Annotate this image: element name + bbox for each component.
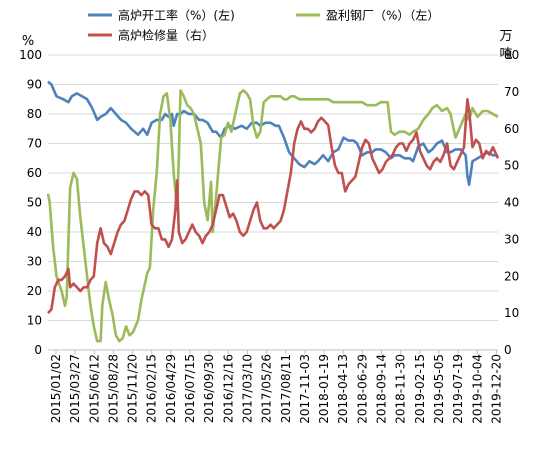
x-tick-label: 2015/08/28	[106, 354, 120, 423]
series-lines	[46, 80, 500, 343]
x-tick-label: 2019-10-04	[470, 354, 484, 424]
series-line-profitable-mills	[46, 89, 499, 343]
y-left-tick-label: 50	[27, 196, 42, 210]
right-axis-unit-line1: 万	[499, 29, 512, 44]
x-tick-label: 2017-11-03	[298, 354, 312, 424]
x-tick-label: 2018-09-14	[375, 354, 389, 424]
y-left-tick-label: 90	[27, 78, 42, 92]
legend: 高炉开工率（%）(左) 盈利钢厂（%）（左） 高炉检修量（右）	[88, 8, 439, 43]
legend-label: 盈利钢厂（%）（左）	[326, 8, 439, 23]
legend-label: 高炉开工率（%）(左)	[118, 8, 235, 23]
x-tick-label: 2018-11-30	[394, 354, 408, 424]
y-right-tick-label: 60	[504, 122, 519, 136]
x-tick-label: 2019-07-19	[451, 354, 465, 424]
y-left-tick-label: 40	[27, 225, 42, 239]
x-tick-label: 2018-06-29	[355, 354, 369, 424]
y-left-tick-label: 10	[27, 314, 42, 328]
x-tick-label: 2015/06/12	[87, 354, 101, 423]
x-tick-label: 2016/04/29	[164, 354, 178, 423]
x-tick-label: 2016/09/30	[202, 354, 216, 423]
x-tick-label: 2019-05-05	[432, 354, 446, 424]
grid-lines	[48, 54, 498, 321]
y-left-tick-label: 100	[19, 48, 42, 62]
right-axis-unit-line2: 吨	[499, 47, 512, 62]
x-tick-label: 2017/08/11	[279, 354, 293, 423]
x-tick-label: 2019-02-15	[413, 354, 427, 424]
x-tick-label: 2018-04-13	[336, 354, 350, 424]
y-left-tick-label: 0	[34, 343, 42, 357]
y-right-tick-label: 10	[504, 306, 519, 320]
x-tick-label: 2017/05/26	[260, 354, 274, 423]
y-right-tick-label: 40	[504, 196, 519, 210]
axes: 0 10 20 30 40 50 60 70 80 90 100 0 10 20 30 40 50 60 70 80 2…	[19, 48, 519, 424]
x-tick-label: 2015/11/20	[126, 354, 140, 423]
y-right-tick-label: 20	[504, 269, 519, 283]
x-tick-label: 2019-12-20	[489, 354, 503, 424]
series-line-maintenance-volume	[47, 98, 500, 314]
y-right-tick-label: 0	[504, 343, 512, 357]
x-tick-label: 2015/01/02	[49, 354, 63, 423]
x-tick-label: 2016/07/15	[183, 354, 197, 423]
y-left-tick-label: 80	[27, 107, 42, 121]
x-tick-label: 2017/03/10	[240, 354, 254, 423]
legend-label: 高炉检修量（右）	[118, 28, 214, 43]
y-left-tick-label: 20	[27, 284, 42, 298]
series-line-blast-furnace-rate	[47, 80, 498, 187]
x-tick-label: 2016/02/15	[145, 354, 159, 423]
y-right-tick-label: 50	[504, 159, 519, 173]
left-axis-unit: %	[22, 34, 34, 49]
y-right-tick-label: 30	[504, 232, 519, 246]
x-tick-label: 2015/03/27	[68, 354, 82, 423]
y-left-tick-label: 60	[27, 166, 42, 180]
y-right-tick-label: 80	[504, 48, 519, 62]
y-right-tick-label: 70	[504, 85, 519, 99]
y-left-tick-label: 70	[27, 137, 42, 151]
x-tick-label: 2018-01-19	[317, 354, 331, 424]
y-left-tick-label: 30	[27, 255, 42, 269]
x-tick-label: 2016/12/16	[221, 354, 235, 423]
